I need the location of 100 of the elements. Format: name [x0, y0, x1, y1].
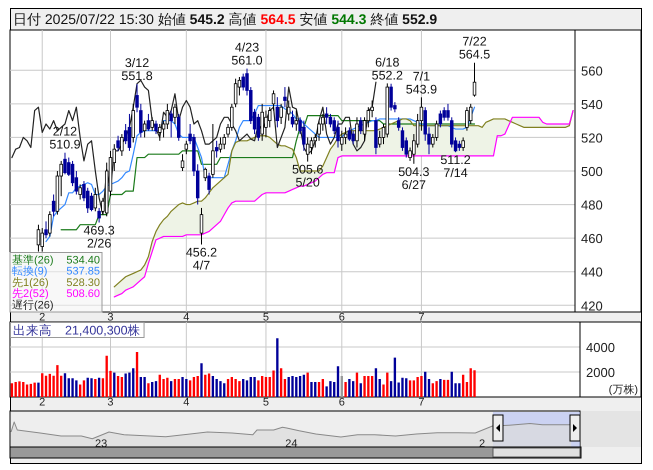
bar — [234, 379, 237, 397]
y-tick-label: 560 — [581, 63, 603, 78]
bar — [143, 377, 146, 397]
candlestick — [348, 126, 352, 142]
candlestick — [302, 120, 306, 152]
bar — [288, 377, 290, 397]
candlestick — [116, 135, 120, 152]
bar — [250, 377, 252, 397]
bar — [314, 382, 316, 397]
x-tick-label: 6 — [338, 396, 345, 408]
bar — [192, 377, 196, 397]
candlestick — [52, 194, 56, 217]
bar — [352, 381, 354, 397]
bar — [280, 368, 282, 397]
bar — [302, 374, 306, 397]
bar — [253, 377, 256, 397]
candlestick — [286, 100, 290, 122]
bar — [370, 376, 374, 397]
annotation: 4/23 561.0 — [231, 40, 263, 68]
bar — [242, 379, 244, 397]
bar — [322, 379, 324, 397]
bar — [367, 376, 370, 397]
candlestick — [279, 103, 283, 124]
bar — [106, 356, 108, 397]
candlestick — [306, 136, 310, 162]
candlestick — [461, 136, 465, 152]
bar — [344, 382, 347, 397]
x-tick-label: 7 — [418, 396, 424, 408]
y-tick-label: 440 — [581, 264, 603, 280]
text: 遅行(26) — [12, 300, 54, 312]
bar — [41, 373, 44, 397]
candlestick — [214, 140, 218, 158]
bar — [147, 383, 150, 397]
x-tick-label: 2 — [39, 396, 46, 408]
bar — [306, 372, 309, 397]
x-tick-label: 4 — [183, 396, 190, 408]
text: 先2(52) — [12, 287, 49, 300]
bar — [120, 377, 124, 397]
annotation: 6/18 552.2 — [372, 55, 403, 82]
x-tick-label: 3 — [107, 312, 114, 324]
candlestick — [389, 83, 393, 112]
candlestick — [465, 106, 469, 132]
annotation: 508.60 — [66, 288, 100, 300]
bar — [86, 378, 89, 397]
bar — [158, 374, 161, 397]
text: 転換(9) — [12, 266, 48, 278]
candlestick — [458, 140, 462, 152]
candlestick — [340, 130, 344, 152]
bar — [151, 382, 154, 397]
bar — [56, 365, 59, 397]
x-tick-label: 5 — [262, 312, 270, 324]
bar — [405, 378, 408, 397]
candlestick — [146, 113, 150, 132]
bar — [386, 372, 388, 397]
x-tick-label: 5 — [262, 396, 270, 408]
candlestick — [40, 228, 44, 252]
bar — [124, 374, 127, 397]
y-tick-label: 420 — [581, 298, 603, 314]
bar — [185, 379, 188, 397]
annotation: 7/22 564.5 — [458, 34, 490, 62]
bar — [394, 358, 396, 397]
candlestick — [36, 224, 40, 252]
bar — [238, 381, 241, 397]
bar — [223, 383, 226, 397]
candlestick — [48, 210, 52, 237]
y-tick-label: 520 — [581, 130, 603, 146]
bar — [140, 377, 142, 397]
candlestick — [241, 73, 245, 91]
bar — [260, 376, 264, 397]
annotation: 504.3 6/27 — [398, 164, 430, 192]
bar — [340, 376, 343, 397]
annotation: 534.40 — [66, 254, 100, 266]
candlestick — [177, 113, 180, 142]
line-series — [11, 80, 377, 216]
bar — [215, 379, 218, 397]
bar — [132, 368, 134, 397]
bar — [166, 378, 169, 397]
candlestick — [204, 167, 208, 182]
candlestick — [218, 136, 222, 154]
candlestick — [169, 110, 173, 138]
annotation: 3/12 551.8 — [121, 56, 153, 84]
candlestick — [355, 116, 359, 148]
bar — [348, 379, 351, 397]
x-tick-label: 4 — [183, 312, 190, 324]
candlestick — [94, 187, 98, 212]
candlestick — [124, 124, 128, 145]
bar — [462, 374, 464, 397]
candlestick — [264, 110, 268, 138]
bar — [329, 381, 332, 397]
candlestick — [180, 154, 184, 172]
x-tick-label: 6 — [338, 312, 345, 324]
bar — [22, 382, 24, 397]
bar — [10, 383, 14, 397]
y-tick-label: 460 — [581, 231, 603, 246]
bar — [178, 379, 180, 397]
bar — [298, 376, 302, 397]
bar — [439, 379, 442, 397]
y-tick-label: 4000 — [586, 340, 615, 355]
bar — [212, 376, 214, 397]
candlestick — [438, 110, 442, 128]
